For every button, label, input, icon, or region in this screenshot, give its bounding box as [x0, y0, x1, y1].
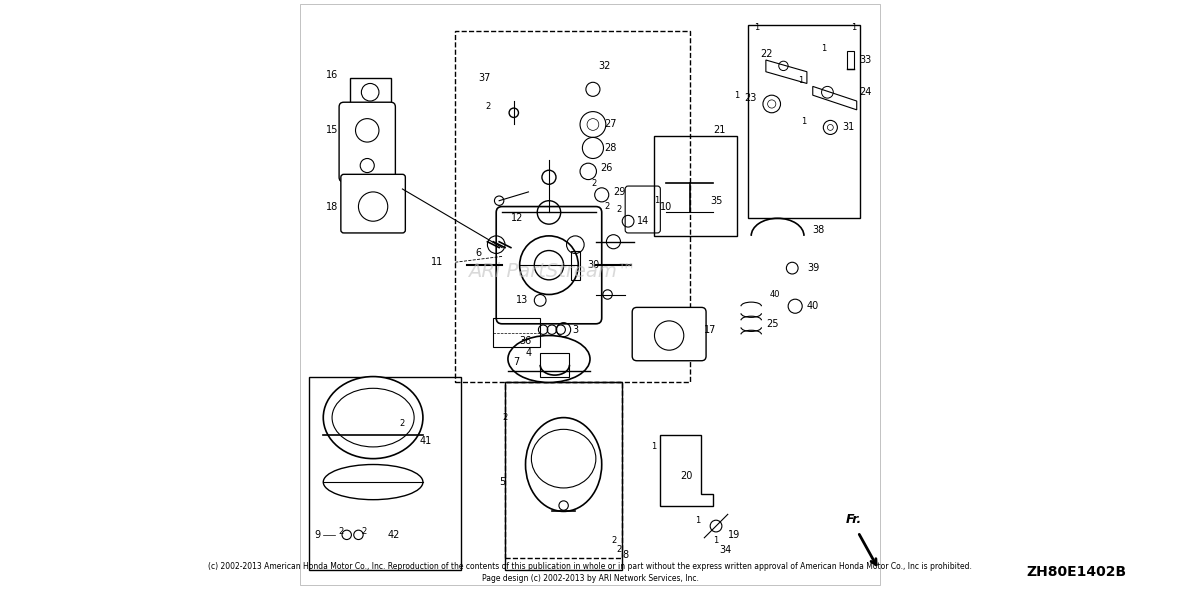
Ellipse shape — [332, 388, 414, 447]
Text: 41: 41 — [420, 436, 432, 446]
Text: (c) 2002-2013 American Honda Motor Co., Inc. Reproduction of the contents of thi: (c) 2002-2013 American Honda Motor Co., … — [208, 562, 972, 571]
Text: 2: 2 — [400, 419, 405, 428]
Text: 26: 26 — [599, 164, 612, 174]
Text: 2: 2 — [616, 205, 622, 214]
Text: 7: 7 — [513, 357, 520, 367]
FancyBboxPatch shape — [497, 207, 602, 324]
Text: 17: 17 — [704, 325, 716, 335]
Text: 2: 2 — [616, 545, 622, 554]
Text: ARi PartStream™: ARi PartStream™ — [467, 262, 636, 280]
Text: ZH80E1402B: ZH80E1402B — [1027, 565, 1127, 580]
Text: 1: 1 — [734, 91, 739, 100]
Ellipse shape — [323, 376, 422, 459]
Bar — [748, 25, 860, 219]
Bar — [540, 353, 570, 376]
Text: 2: 2 — [604, 202, 610, 211]
Text: 2: 2 — [337, 527, 343, 537]
Text: 6: 6 — [476, 249, 481, 259]
Text: 24: 24 — [860, 87, 872, 97]
FancyBboxPatch shape — [341, 174, 406, 233]
Text: 35: 35 — [710, 196, 722, 206]
Text: 19: 19 — [728, 530, 740, 540]
Text: 8: 8 — [622, 550, 629, 560]
Text: 28: 28 — [604, 143, 617, 153]
Text: 1: 1 — [695, 516, 701, 525]
Text: 13: 13 — [516, 295, 529, 305]
Text: 15: 15 — [326, 125, 337, 135]
Text: Fr.: Fr. — [846, 513, 861, 526]
Text: 1: 1 — [801, 117, 806, 126]
Polygon shape — [813, 87, 857, 110]
Text: 4: 4 — [525, 348, 531, 358]
Text: 9: 9 — [315, 530, 321, 540]
Ellipse shape — [507, 336, 590, 382]
Text: 31: 31 — [843, 123, 854, 133]
Bar — [571, 250, 581, 280]
Text: 2: 2 — [611, 536, 616, 545]
Text: 1: 1 — [821, 44, 827, 53]
Bar — [505, 382, 622, 558]
Text: 25: 25 — [766, 319, 779, 329]
Text: 11: 11 — [431, 257, 444, 267]
FancyBboxPatch shape — [632, 307, 706, 360]
Text: 23: 23 — [745, 93, 758, 103]
Polygon shape — [661, 435, 713, 505]
Text: 1: 1 — [651, 442, 657, 451]
Text: 39: 39 — [807, 263, 819, 273]
Text: 30: 30 — [588, 260, 599, 270]
Text: 38: 38 — [813, 225, 825, 235]
Text: 16: 16 — [326, 70, 337, 80]
Bar — [655, 136, 736, 236]
Text: 2: 2 — [503, 413, 507, 422]
Text: 14: 14 — [637, 216, 649, 226]
Text: 5: 5 — [499, 477, 505, 487]
Text: 37: 37 — [478, 72, 491, 82]
Text: 1: 1 — [798, 76, 804, 85]
Text: 34: 34 — [719, 544, 732, 554]
Text: 12: 12 — [511, 213, 523, 223]
Text: 1: 1 — [851, 24, 857, 32]
Text: 18: 18 — [326, 201, 337, 211]
Bar — [349, 78, 391, 112]
Text: 1: 1 — [713, 536, 719, 545]
Text: 32: 32 — [598, 61, 611, 71]
Ellipse shape — [323, 465, 422, 499]
Text: 40: 40 — [807, 301, 819, 311]
Bar — [455, 31, 689, 382]
Text: 20: 20 — [681, 471, 693, 481]
Text: 3: 3 — [572, 325, 578, 335]
Text: 2: 2 — [361, 527, 367, 537]
Text: 22: 22 — [760, 49, 773, 59]
Text: 40: 40 — [771, 290, 780, 299]
FancyBboxPatch shape — [625, 186, 661, 233]
Bar — [309, 376, 461, 570]
FancyBboxPatch shape — [339, 102, 395, 182]
Text: 10: 10 — [661, 201, 673, 211]
Polygon shape — [766, 60, 807, 84]
Text: Page design (c) 2002-2013 by ARI Network Services, Inc.: Page design (c) 2002-2013 by ARI Network… — [481, 574, 699, 583]
Text: 27: 27 — [604, 120, 617, 130]
Text: 36: 36 — [519, 336, 531, 346]
Ellipse shape — [531, 429, 596, 488]
Text: 1: 1 — [754, 24, 760, 32]
Text: 29: 29 — [614, 187, 625, 197]
Text: 33: 33 — [860, 55, 872, 65]
Text: 2: 2 — [485, 102, 491, 111]
Ellipse shape — [525, 418, 602, 511]
Bar — [493, 318, 540, 348]
Text: 42: 42 — [388, 530, 400, 540]
Bar — [505, 382, 622, 570]
Text: 1: 1 — [655, 196, 660, 205]
Text: 2: 2 — [591, 178, 596, 188]
Bar — [847, 51, 854, 69]
Text: 21: 21 — [713, 125, 726, 135]
